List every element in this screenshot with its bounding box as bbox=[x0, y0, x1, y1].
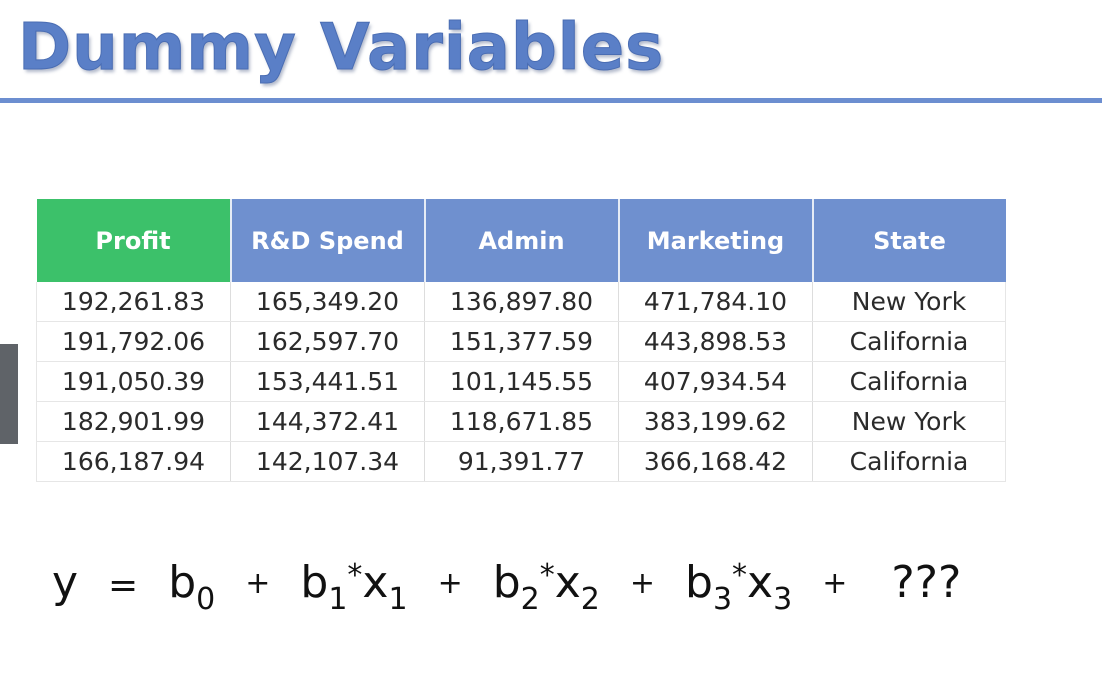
header-admin: Admin bbox=[424, 199, 620, 282]
header-profit: Profit bbox=[36, 199, 232, 282]
eq-equals: = bbox=[108, 565, 139, 606]
cell-admin: 136,897.80 bbox=[424, 282, 619, 322]
eq-unknown-term: ??? bbox=[891, 557, 962, 608]
cell-marketing: 471,784.10 bbox=[618, 282, 813, 322]
cell-state: California bbox=[812, 361, 1006, 402]
side-panel-tab[interactable] bbox=[0, 344, 18, 444]
table-row: 192,261.83 165,349.20 136,897.80 471,784… bbox=[36, 282, 1006, 322]
eq-plus-1: + bbox=[245, 566, 271, 601]
cell-admin: 118,671.85 bbox=[424, 401, 619, 442]
cell-admin: 101,145.55 bbox=[424, 361, 619, 402]
cell-profit: 191,050.39 bbox=[36, 361, 231, 402]
cell-admin: 151,377.59 bbox=[424, 321, 619, 362]
header-marketing: Marketing bbox=[618, 199, 814, 282]
eq-term-1: b1*x1 bbox=[300, 557, 408, 617]
eq-b0: b0 bbox=[168, 557, 216, 617]
cell-state: New York bbox=[812, 401, 1006, 442]
table-row: 191,050.39 153,441.51 101,145.55 407,934… bbox=[36, 361, 1006, 402]
eq-plus-2: + bbox=[437, 566, 463, 601]
cell-state: California bbox=[812, 441, 1006, 482]
table-header-row: Profit R&D Spend Admin Marketing State bbox=[36, 199, 1006, 282]
cell-rd-spend: 162,597.70 bbox=[230, 321, 425, 362]
cell-rd-spend: 142,107.34 bbox=[230, 441, 425, 482]
table-row: 182,901.99 144,372.41 118,671.85 383,199… bbox=[36, 401, 1006, 442]
cell-profit: 182,901.99 bbox=[36, 401, 231, 442]
data-table: Profit R&D Spend Admin Marketing State 1… bbox=[36, 199, 1006, 482]
regression-equation: y = b0 + b1*x1 + b2*x2 + b3*x3 + ??? bbox=[52, 548, 961, 623]
cell-marketing: 366,168.42 bbox=[618, 441, 813, 482]
cell-marketing: 383,199.62 bbox=[618, 401, 813, 442]
cell-state: New York bbox=[812, 282, 1006, 322]
header-state: State bbox=[812, 199, 1006, 282]
eq-plus-4: + bbox=[822, 566, 848, 601]
table-row: 166,187.94 142,107.34 91,391.77 366,168.… bbox=[36, 441, 1006, 482]
title-divider bbox=[0, 98, 1102, 103]
table-row: 191,792.06 162,597.70 151,377.59 443,898… bbox=[36, 321, 1006, 362]
cell-rd-spend: 153,441.51 bbox=[230, 361, 425, 402]
eq-term-3: b3*x3 bbox=[685, 557, 793, 617]
cell-rd-spend: 144,372.41 bbox=[230, 401, 425, 442]
header-rd-spend: R&D Spend bbox=[230, 199, 426, 282]
eq-y: y bbox=[52, 557, 79, 608]
cell-profit: 166,187.94 bbox=[36, 441, 231, 482]
cell-profit: 192,261.83 bbox=[36, 282, 231, 322]
cell-marketing: 407,934.54 bbox=[618, 361, 813, 402]
cell-rd-spend: 165,349.20 bbox=[230, 282, 425, 322]
eq-plus-3: + bbox=[629, 566, 656, 601]
cell-marketing: 443,898.53 bbox=[618, 321, 813, 362]
cell-profit: 191,792.06 bbox=[36, 321, 231, 362]
eq-term-2: b2*x2 bbox=[492, 557, 600, 617]
cell-state: California bbox=[812, 321, 1006, 362]
cell-admin: 91,391.77 bbox=[424, 441, 619, 482]
slide-title: Dummy Variables bbox=[17, 11, 665, 86]
